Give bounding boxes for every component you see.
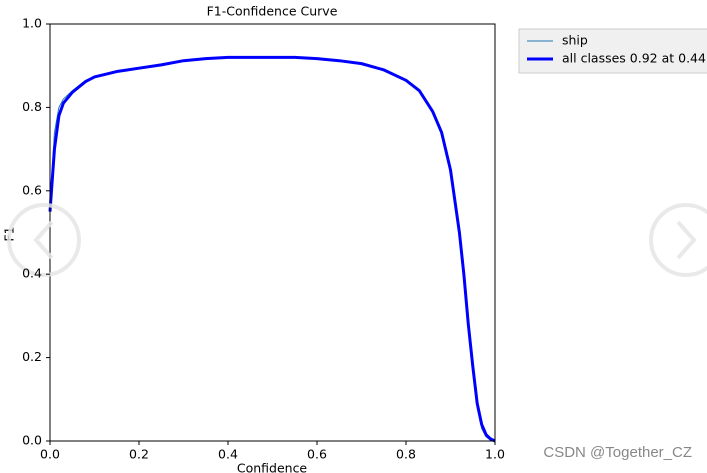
y-tick-label: 0.0 — [22, 433, 42, 448]
prev-button[interactable] — [7, 203, 81, 277]
next-chevron[interactable] — [676, 220, 697, 260]
x-tick-label: 0.2 — [129, 447, 149, 462]
y-tick-label: 0.8 — [22, 99, 42, 114]
y-tick-label: 0.2 — [22, 349, 42, 364]
legend-label: ship — [562, 33, 588, 48]
chart-title: F1-Confidence Curve — [207, 4, 338, 19]
y-tick-label: 1.0 — [22, 16, 42, 31]
plot-area — [48, 55, 496, 443]
x-axis-label: Confidence — [237, 461, 308, 473]
next-button[interactable] — [649, 203, 707, 277]
series-line — [48, 55, 496, 443]
legend-label: all classes 0.92 at 0.44 — [562, 51, 706, 66]
x-tick-label: 0.6 — [307, 447, 327, 462]
plot-frame — [49, 23, 496, 442]
series-line — [49, 56, 496, 442]
x-tick-label: 1.0 — [485, 447, 505, 462]
prev-chevron[interactable] — [33, 220, 54, 260]
x-tick-label: 0.8 — [396, 447, 416, 462]
y-tick-label: 0.4 — [22, 266, 42, 281]
x-tick-label: 0.4 — [218, 447, 238, 462]
legend-box — [518, 28, 707, 74]
watermark: CSDN @Together_CZ — [543, 444, 692, 461]
x-tick-label: 0.0 — [40, 447, 60, 462]
y-tick-label: 0.6 — [22, 182, 42, 197]
next-circle[interactable] — [649, 203, 707, 277]
prev-circle[interactable] — [7, 203, 81, 277]
